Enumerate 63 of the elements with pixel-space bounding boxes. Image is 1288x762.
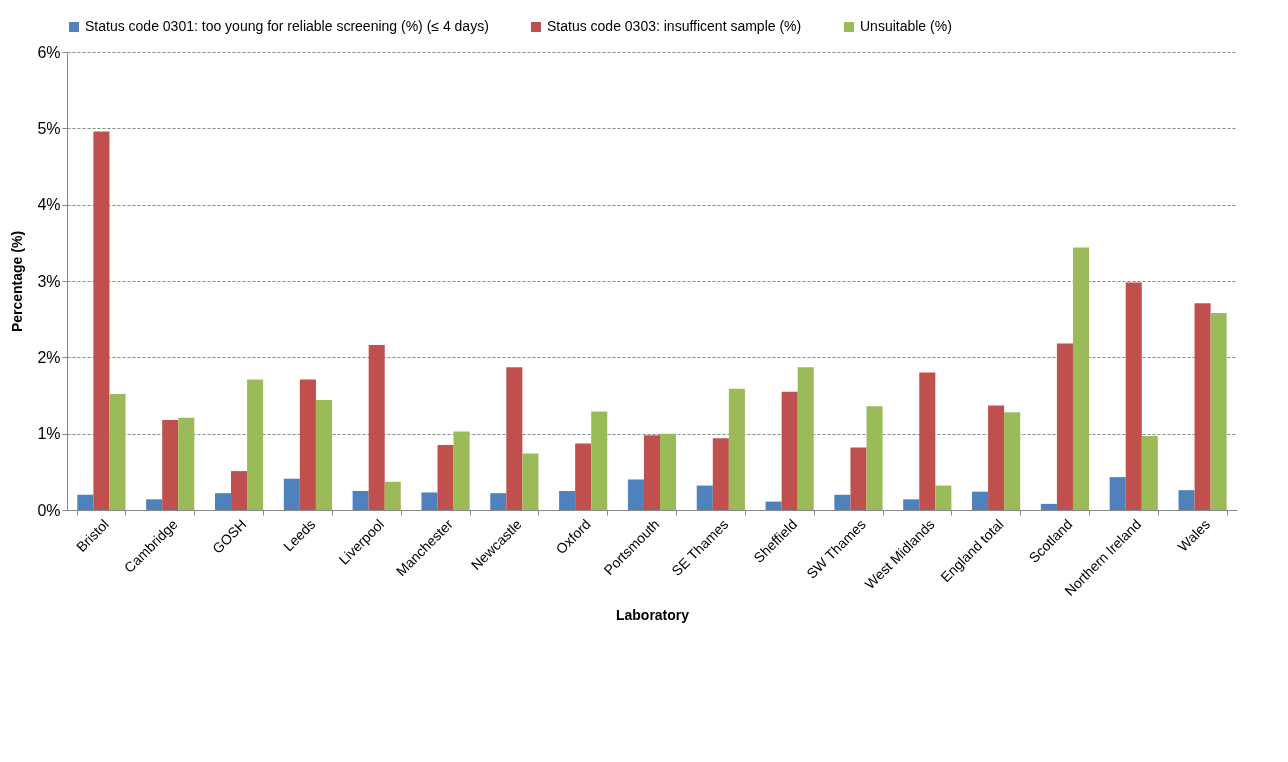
bar	[490, 493, 507, 510]
bar	[728, 388, 745, 510]
legend-label: Unsuitable (%)	[860, 18, 952, 34]
y-tick-label: 3%	[37, 272, 61, 290]
bar	[559, 490, 576, 510]
bar	[1194, 303, 1211, 510]
x-axis-title: Laboratory	[615, 606, 690, 623]
y-tick-label: 6%	[37, 43, 61, 61]
bar	[384, 481, 401, 510]
bar	[866, 406, 883, 510]
bar	[299, 379, 316, 510]
bar	[247, 379, 264, 510]
bar	[1109, 477, 1126, 510]
bar	[178, 417, 195, 510]
bar	[591, 411, 608, 510]
bar	[162, 419, 179, 510]
bar	[765, 501, 782, 510]
bar	[1072, 247, 1090, 510]
bar	[660, 433, 677, 510]
bar	[1178, 490, 1195, 510]
bar	[352, 490, 369, 510]
bar	[522, 453, 539, 510]
y-tick-label: 2%	[37, 348, 61, 366]
bar	[797, 367, 814, 510]
bar	[643, 435, 661, 510]
bar	[1056, 343, 1073, 510]
bar	[368, 345, 385, 510]
bar	[146, 499, 163, 510]
bar	[437, 445, 454, 510]
y-tick-label: 5%	[37, 119, 61, 137]
bar	[850, 447, 867, 510]
bar	[1210, 313, 1227, 510]
bar	[712, 438, 729, 510]
bar	[627, 479, 644, 510]
bar	[109, 393, 126, 510]
bar	[283, 478, 300, 510]
bar	[972, 491, 989, 510]
bar	[1040, 503, 1057, 510]
legend-label: Status code 0301: too young for reliable screening (%) (≤ 4 days)	[85, 18, 489, 34]
bar	[93, 131, 110, 510]
bar	[214, 493, 232, 510]
bar	[834, 494, 851, 510]
bar	[575, 443, 592, 510]
bar	[781, 391, 798, 510]
bar	[77, 494, 94, 510]
bar	[1004, 412, 1021, 510]
bar	[453, 431, 470, 510]
bar	[919, 372, 936, 510]
y-tick-label: 1%	[37, 425, 61, 443]
bar	[903, 499, 920, 510]
bar	[935, 485, 952, 510]
y-tick-label: 4%	[37, 196, 61, 214]
legend-label: Status code 0303: insufficent sample (%)	[547, 18, 802, 34]
y-axis-title: Percentage (%)	[9, 230, 26, 333]
bar	[1125, 282, 1142, 510]
bar	[696, 485, 713, 510]
bar	[421, 492, 438, 510]
bar	[988, 405, 1005, 510]
y-tick-label: 0%	[37, 501, 61, 519]
bar	[506, 367, 523, 510]
bar	[231, 471, 248, 510]
bar	[1141, 435, 1158, 510]
bar	[315, 400, 332, 510]
